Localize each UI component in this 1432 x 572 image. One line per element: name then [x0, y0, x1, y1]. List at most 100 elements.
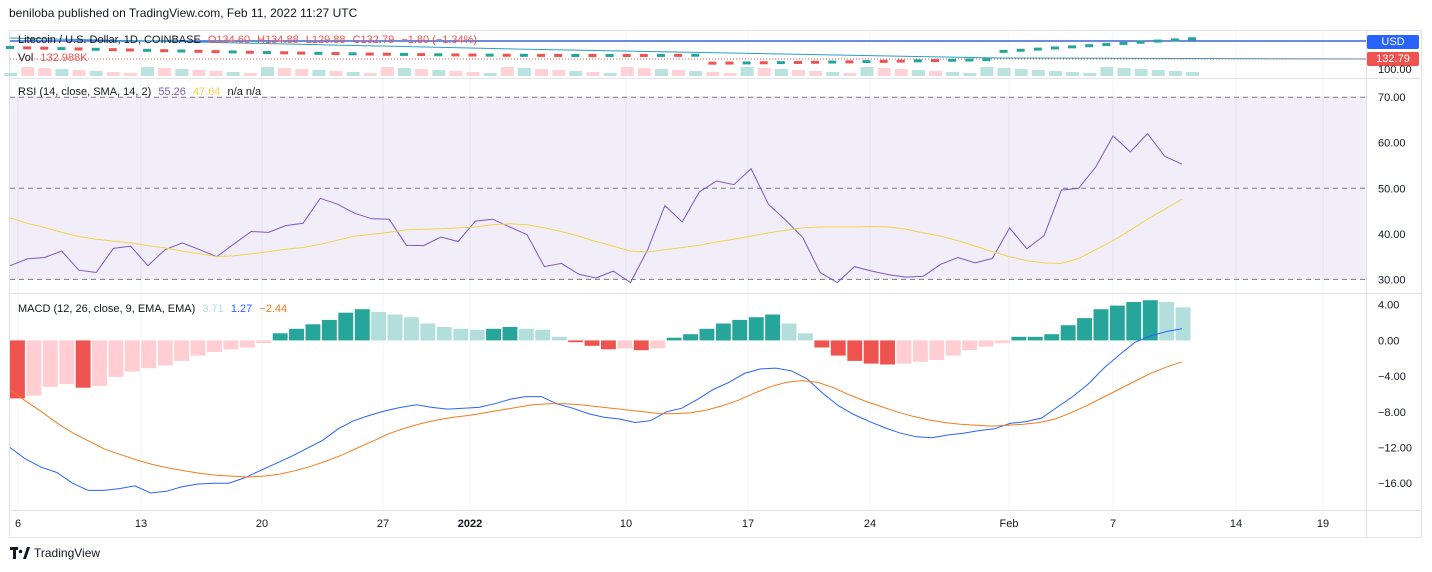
- change-value: −1.80 (−1.34%): [401, 34, 478, 46]
- price-candle: [896, 59, 905, 63]
- macd-histogram-bar: [354, 309, 370, 341]
- price-candle: [211, 50, 220, 54]
- volume-bar: [843, 73, 857, 76]
- volume-bar: [929, 71, 943, 76]
- volume-bar: [106, 72, 120, 76]
- volume-bar: [826, 72, 840, 76]
- x-axis-tick-label: 14: [1230, 518, 1242, 530]
- volume-bar: [1151, 70, 1165, 76]
- volume-bar: [415, 69, 429, 76]
- price-candle: [1153, 39, 1162, 43]
- macd-histogram-bar: [518, 328, 534, 341]
- volume-bar: [449, 71, 463, 76]
- macd-histogram-bar: [863, 340, 879, 364]
- macd-histogram-bar: [551, 336, 567, 341]
- macd-histogram-bar: [1060, 325, 1076, 341]
- rsi-axis-tick-label: 30.00: [1378, 274, 1406, 286]
- macd-histogram-bar: [486, 328, 501, 341]
- close-value: C132.79: [352, 34, 395, 46]
- volume-bar: [740, 67, 754, 76]
- macd-histogram-bar: [272, 333, 288, 341]
- rsi-line: [9, 132, 1183, 284]
- macd-hist-value: 3.71: [202, 303, 224, 315]
- chart-frame[interactable]: [9, 30, 1422, 538]
- macd-histogram-bar: [190, 340, 206, 356]
- currency-badge[interactable]: USD: [1367, 35, 1419, 49]
- macd-histogram-bar: [1027, 336, 1043, 341]
- macd-histogram-bar: [945, 340, 961, 356]
- price-candle: [1136, 40, 1145, 44]
- volume-bar: [723, 73, 737, 76]
- volume-bar: [1014, 69, 1028, 76]
- volume-bar: [860, 67, 874, 76]
- price-candle: [280, 51, 289, 55]
- price-candle: [1188, 37, 1196, 41]
- price-candle: [143, 48, 152, 52]
- volume-value: 132.988K: [40, 52, 88, 64]
- macd-histogram-bar: [1142, 300, 1158, 341]
- price-candle: [125, 48, 134, 52]
- macd-histogram-bar: [568, 340, 584, 343]
- volume-bar: [1186, 72, 1199, 76]
- macd-histogram-bar: [633, 340, 649, 351]
- macd-histogram-bar: [289, 328, 304, 341]
- rsi-extra: n/a n/a: [227, 86, 262, 98]
- macd-histogram-bar: [469, 329, 485, 341]
- macd-histogram-bar: [75, 340, 91, 388]
- volume-bar: [1100, 67, 1114, 76]
- macd-histogram-bar: [830, 340, 846, 356]
- macd-histogram-bar: [239, 340, 255, 348]
- volume-bar: [1048, 71, 1062, 76]
- macd-title[interactable]: MACD (12, 26, close, 9, EMA, EMA): [18, 303, 196, 315]
- volume-bar: [4, 73, 17, 76]
- volume-bar: [278, 68, 292, 76]
- volume-bar: [809, 71, 823, 76]
- volume-bar: [243, 73, 257, 76]
- macd-histogram-bar: [748, 317, 764, 341]
- macd-signal-value: −2.44: [259, 303, 288, 315]
- price-candle: [537, 53, 546, 57]
- macd-histogram-bar: [781, 323, 797, 341]
- volume-bar: [1083, 73, 1097, 76]
- macd-histogram-bar: [124, 340, 140, 372]
- tradingview-logo-icon: [10, 547, 30, 559]
- macd-histogram-bar: [1044, 334, 1060, 341]
- price-candle: [879, 59, 888, 63]
- volume-bar: [500, 67, 514, 76]
- price-candle: [776, 61, 785, 65]
- volume-bar: [637, 68, 651, 76]
- volume-bar: [295, 69, 309, 76]
- volume-bar: [1168, 71, 1182, 76]
- volume-bar: [123, 73, 137, 76]
- volume-bar: [483, 73, 497, 76]
- macd-histogram-bar: [601, 340, 616, 350]
- price-candle: [400, 52, 408, 56]
- pane-divider-macd[interactable]: [9, 510, 1422, 511]
- macd-histogram-bar: [995, 340, 1010, 344]
- rsi-legend: RSI (14, close, SMA, 14, 2) 55.26 47.64 …: [18, 86, 265, 98]
- volume-bar: [260, 67, 274, 76]
- macd-histogram-bar: [26, 340, 42, 396]
- price-candle: [434, 53, 443, 57]
- pane-divider-rsi[interactable]: [9, 293, 1422, 294]
- macd-histogram-bar: [387, 314, 403, 341]
- x-axis-tick-label: 2022: [458, 518, 482, 530]
- macd-axis-tick-label: −12.00: [1378, 443, 1412, 455]
- volume-bar: [158, 68, 172, 76]
- symbol-label[interactable]: Litecoin / U.S. Dollar, 1D, COINBASE: [18, 34, 201, 46]
- footer[interactable]: TradingView: [10, 546, 100, 560]
- price-candle: [1085, 44, 1094, 48]
- rsi-title[interactable]: RSI (14, close, SMA, 14, 2): [18, 86, 152, 98]
- price-candle: [725, 61, 734, 65]
- volume-bar: [877, 68, 891, 76]
- macd-histogram-bar: [1175, 307, 1191, 341]
- volume-bar: [569, 71, 583, 76]
- rsi-ma-value: 47.64: [192, 86, 221, 98]
- macd-histogram-bar: [10, 340, 25, 399]
- price-candle: [451, 53, 460, 57]
- x-axis-tick-label: 17: [742, 518, 754, 530]
- volume-bar: [38, 68, 52, 76]
- pane-divider-price[interactable]: [9, 78, 1422, 79]
- volume-label: Vol: [18, 52, 34, 64]
